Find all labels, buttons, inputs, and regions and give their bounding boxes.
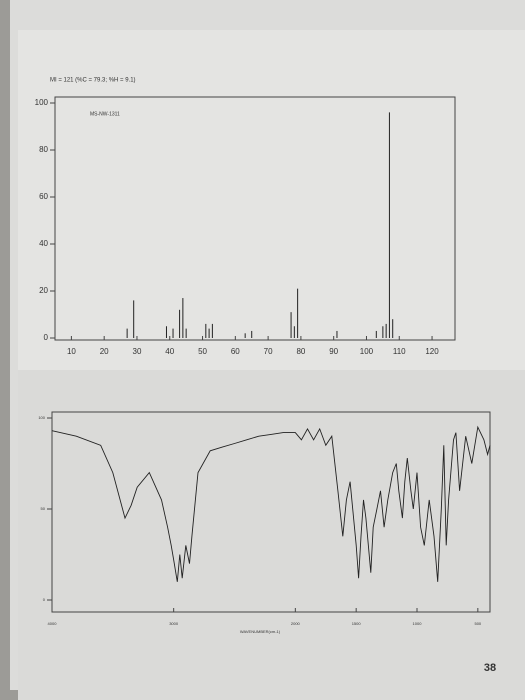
x-tick-label: 120 [425, 347, 439, 356]
x-tick-label: 3000 [169, 621, 179, 626]
frame [51, 411, 491, 613]
x-tick-label: 10 [67, 347, 76, 356]
x-axis-label: WAVENUMBER(cm-1) [240, 629, 281, 634]
y-tick-label: 60 [39, 192, 48, 201]
y-tick-label: 100 [38, 415, 45, 420]
chart-title: MI = 121 (%C = 79.3; %H = 9.1) [50, 78, 136, 84]
x-tick-label: 100 [360, 347, 374, 356]
y-tick-label: 0 [44, 333, 49, 342]
y-tick-label: 20 [39, 286, 48, 295]
y-tick-label: 0 [43, 597, 46, 602]
x-tick-label: 20 [100, 347, 109, 356]
mass-spectrum: MI = 121 (%C = 79.3; %H = 9.1) MS-NW-131… [35, 78, 456, 356]
x-tick-label: 2000 [291, 621, 301, 626]
ir-spectrum: WAVENUMBER(cm-1) 0 50 100 4000 3000 2000 1500 1… [38, 411, 491, 634]
x-tick-label: 1000 [413, 621, 423, 626]
x-tick-label: 70 [264, 347, 273, 356]
y-tick-label: 100 [35, 98, 49, 107]
x-tick-label: 500 [474, 621, 481, 626]
frame [54, 96, 456, 341]
x-tick-label: 1500 [352, 621, 362, 626]
x-tick-label: 30 [133, 347, 142, 356]
spectrum-line [51, 425, 491, 582]
y-tick-label: 40 [39, 239, 48, 248]
x-tick-label: 80 [296, 347, 305, 356]
page-number: 38 [484, 662, 496, 674]
sample-label: MS-NW-1311 [90, 111, 120, 117]
sheet-shade [18, 370, 525, 700]
y-tick-label: 50 [41, 506, 46, 511]
x-tick-label: 90 [329, 347, 338, 356]
x-tick-label: 40 [165, 347, 174, 356]
x-tick-label: 110 [393, 347, 406, 356]
y-tick-label: 80 [39, 145, 48, 154]
x-tick-label: 60 [231, 347, 240, 356]
x-tick-label: 4000 [48, 621, 58, 626]
x-tick-label: 50 [198, 347, 207, 356]
